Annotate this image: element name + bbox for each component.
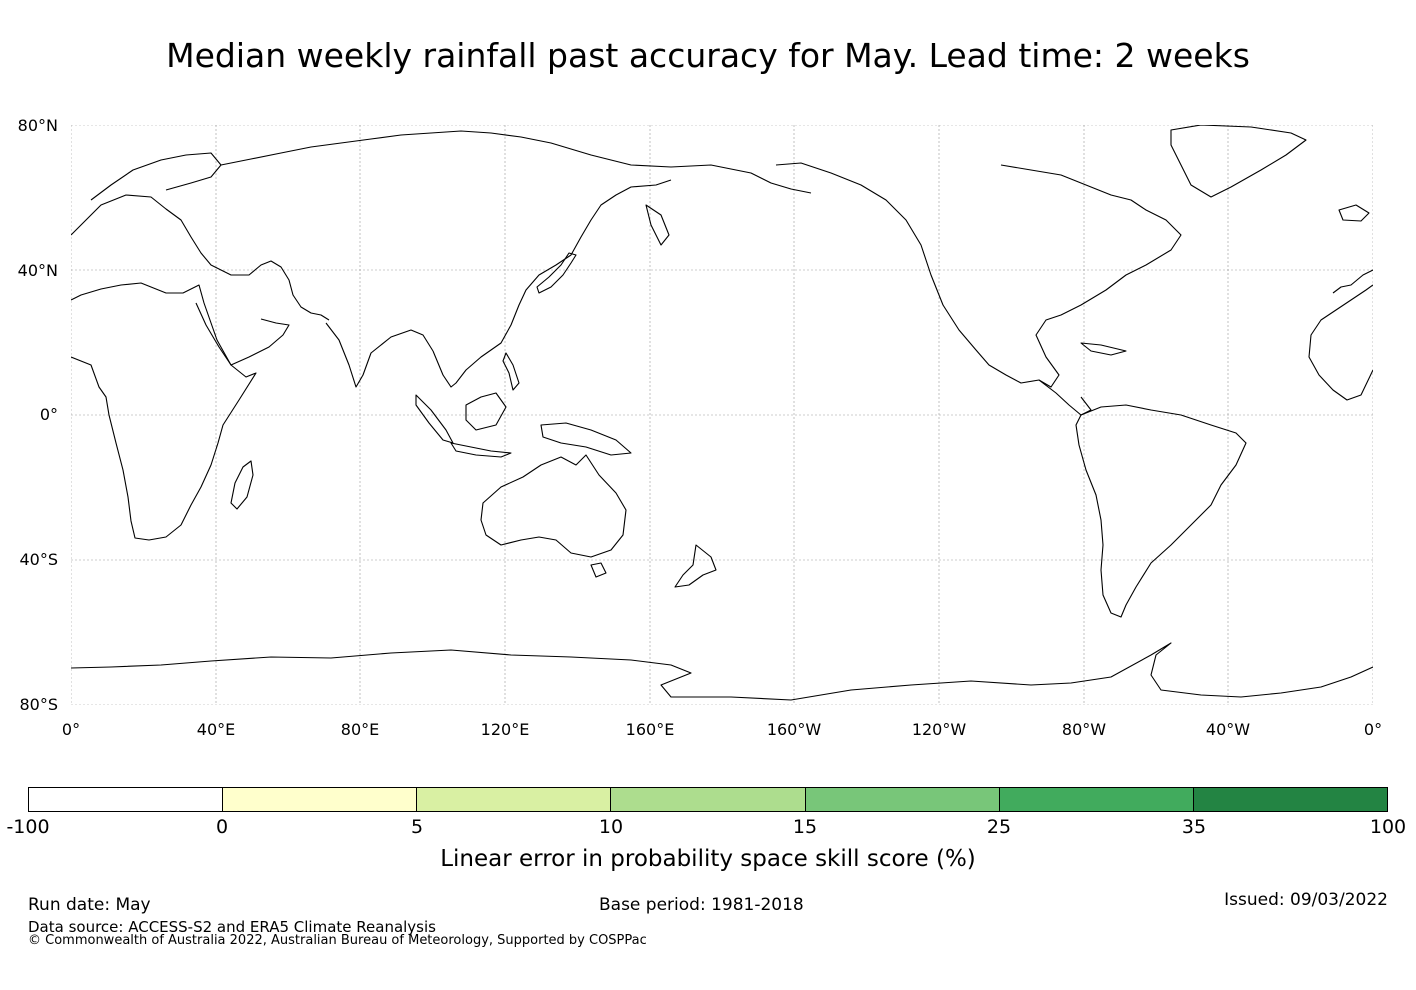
- coast-central-america: [1038, 379, 1092, 416]
- coast-tasmania: [590, 562, 607, 578]
- colorbar-tick: 0: [215, 816, 229, 838]
- coast-kamchatka: [645, 204, 670, 246]
- coast-siberia: [220, 130, 812, 194]
- coast-philippines: [502, 352, 520, 391]
- lat-label-80s: 80°S: [19, 695, 58, 714]
- colorbar: [28, 787, 1388, 812]
- lon-label-160e: 160°E: [625, 720, 675, 739]
- colorbar-tick: 15: [792, 816, 818, 838]
- lon-label-0-east: 0°: [1363, 720, 1383, 739]
- coast-south-america: [1075, 404, 1247, 618]
- colorbar-tick: 100: [1369, 816, 1407, 838]
- world-map: [71, 125, 1373, 705]
- colorbar-bin-4: [611, 788, 806, 811]
- lon-label-40w: 40°W: [1205, 720, 1251, 739]
- coastlines: [71, 125, 1373, 701]
- coast-india: [325, 322, 434, 388]
- colorbar-tick: 35: [1181, 816, 1207, 838]
- coast-borneo: [465, 392, 507, 431]
- lon-label-80e: 80°E: [340, 720, 380, 739]
- coast-antarctica: [71, 642, 1373, 701]
- coast-japan: [536, 252, 577, 294]
- coast-iceland: [1338, 204, 1370, 222]
- coast-africa: [71, 282, 257, 541]
- coast-java: [450, 442, 512, 458]
- coast-europe: [71, 194, 330, 321]
- map-title: Median weekly rainfall past accuracy for…: [166, 36, 1250, 75]
- lat-label-80n: 80°N: [17, 116, 58, 135]
- coast-sumatra: [415, 394, 454, 444]
- colorbar-label: Linear error in probability space skill …: [440, 846, 976, 872]
- colorbar-tick: 10: [598, 816, 624, 838]
- coast-europe-east: [1332, 269, 1373, 294]
- coast-africa-east-edge: [1308, 284, 1373, 401]
- lon-label-120w: 120°W: [911, 720, 967, 739]
- colorbar-bin-1: [29, 788, 224, 811]
- run-date: Run date: May: [28, 895, 151, 915]
- coast-greenland: [1170, 125, 1307, 198]
- colorbar-bin-6: [999, 788, 1194, 811]
- colorbar-bin-3: [417, 788, 612, 811]
- coast-madagascar: [230, 460, 254, 510]
- data-source: Data source: ACCESS-S2 and ERA5 Climate …: [28, 918, 436, 936]
- coast-cuba: [1080, 342, 1127, 356]
- lon-label-80w: 80°W: [1061, 720, 1107, 739]
- lat-label-40n: 40°N: [17, 261, 58, 280]
- lat-label-40s: 40°S: [19, 550, 58, 569]
- lat-label-equator: 0°: [39, 405, 58, 424]
- coast-scandinavia: [90, 152, 222, 201]
- lon-label-40e: 40°E: [196, 720, 236, 739]
- colorbar-bin-5: [805, 788, 1000, 811]
- base-period: Base period: 1981-2018: [599, 895, 804, 915]
- coast-east-asia: [432, 179, 672, 388]
- colorbar-bin-7: [1193, 788, 1387, 811]
- lon-label-160w: 160°W: [766, 720, 822, 739]
- colorbar-tick: 5: [410, 816, 424, 838]
- coast-north-america: [775, 162, 1182, 388]
- coast-australia: [480, 454, 627, 558]
- coast-new-guinea: [540, 422, 632, 456]
- colorbar-bin-2: [223, 788, 418, 811]
- colorbar-tick: -100: [6, 816, 50, 838]
- copyright: © Commonwealth of Australia 2022, Austra…: [28, 933, 647, 948]
- issued-date: Issued: 09/03/2022: [1224, 890, 1388, 910]
- lon-label-0-west: 0°: [61, 720, 81, 739]
- colorbar-tick: 25: [986, 816, 1012, 838]
- lon-label-120e: 120°E: [480, 720, 530, 739]
- coast-arabia: [195, 302, 290, 366]
- graticule: [71, 125, 1373, 705]
- coast-new-zealand: [674, 544, 717, 588]
